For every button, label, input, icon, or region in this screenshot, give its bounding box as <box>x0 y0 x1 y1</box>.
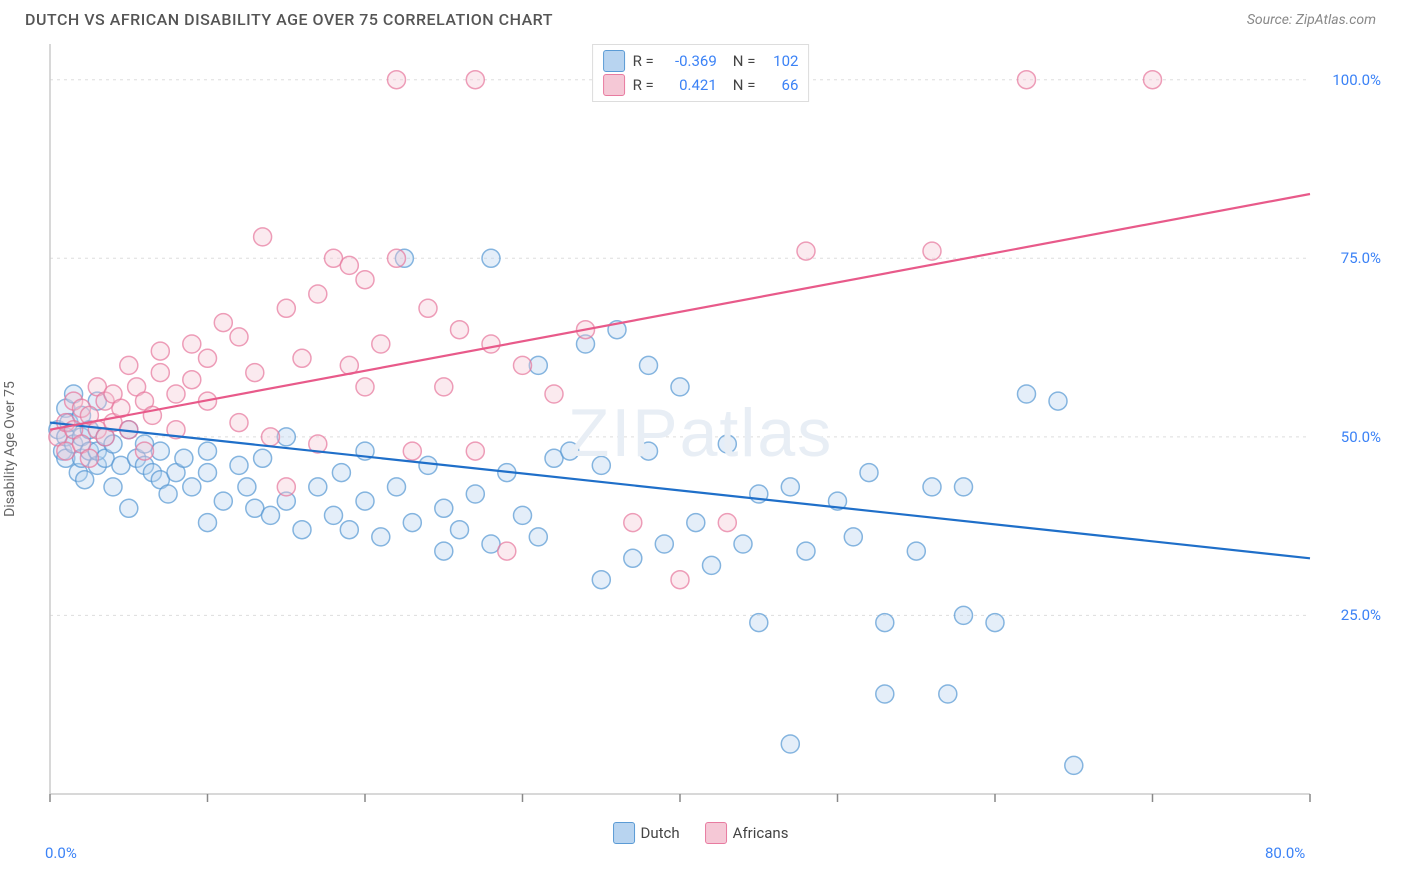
chart-header: DUTCH VS AFRICAN DISABILITY AGE OVER 75 … <box>0 0 1406 34</box>
chart-container: Disability Age Over 75 ZIPatlas R = -0.3… <box>25 39 1376 859</box>
legend-swatch <box>705 822 727 844</box>
y-tick-label: 25.0% <box>1341 606 1381 624</box>
y-tick-label: 75.0% <box>1341 249 1381 267</box>
stat-r-value: -0.369 <box>662 52 717 70</box>
stat-n-value: 66 <box>763 76 798 94</box>
y-tick-label: 100.0% <box>1332 71 1381 89</box>
stat-legend-row: R = 0.421 N = 66 <box>603 73 799 97</box>
legend-swatch <box>603 74 625 96</box>
series-legend: Dutch Africans <box>613 822 789 844</box>
stat-r-label: R = <box>633 52 654 70</box>
correlation-stats-legend: R = -0.369 N = 102 R = 0.421 N = 66 <box>592 44 810 102</box>
legend-swatch <box>613 822 635 844</box>
legend-item: Africans <box>705 822 789 844</box>
stat-legend-row: R = -0.369 N = 102 <box>603 49 799 73</box>
legend-item: Dutch <box>613 822 680 844</box>
x-tick-label: 0.0% <box>45 844 77 862</box>
stat-n-label: N = <box>733 52 756 70</box>
y-tick-label: 50.0% <box>1341 428 1381 446</box>
legend-swatch <box>603 50 625 72</box>
chart-title: DUTCH VS AFRICAN DISABILITY AGE OVER 75 … <box>25 10 553 29</box>
source-attribution: Source: ZipAtlas.com <box>1247 12 1376 28</box>
legend-label: Africans <box>733 824 789 842</box>
stat-r-value: 0.421 <box>662 76 717 94</box>
legend-label: Dutch <box>641 824 680 842</box>
scatter-chart-svg <box>25 39 1375 839</box>
y-axis-label: Disability Age Over 75 <box>2 381 18 517</box>
stat-n-value: 102 <box>763 52 798 70</box>
stat-n-label: N = <box>733 76 756 94</box>
x-tick-label: 80.0% <box>1265 844 1305 862</box>
stat-r-label: R = <box>633 76 654 94</box>
